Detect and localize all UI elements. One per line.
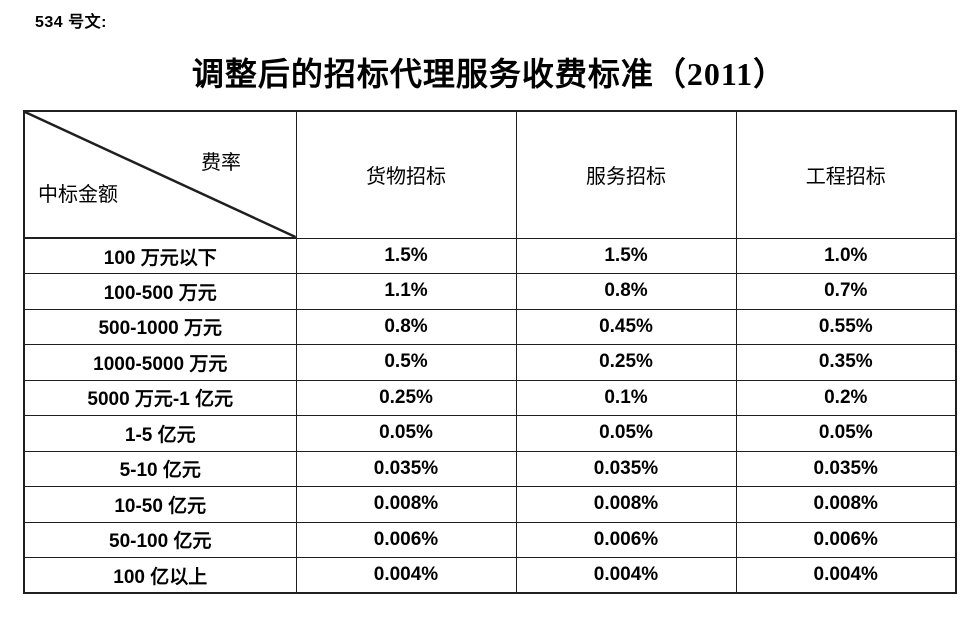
rate-cell-services: 0.006% (515, 521, 737, 558)
fee-standard-table: 费率 中标金额 货物招标 服务招标 工程招标 100 万元以下 1.5% 1.5… (23, 110, 957, 594)
table-body: 100 万元以下 1.5% 1.5% 1.0% 100-500 万元 1.1% … (23, 237, 957, 594)
amount-range-cell: 5-10 亿元 (23, 450, 297, 487)
rate-cell-goods: 1.1% (295, 273, 517, 310)
rate-cell-engineering: 0.004% (735, 557, 957, 594)
rate-cell-services: 0.008% (515, 486, 737, 523)
rate-cell-goods: 0.5% (295, 344, 517, 381)
amount-range-cell: 1-5 亿元 (23, 415, 297, 452)
rate-cell-goods: 0.004% (295, 557, 517, 594)
rate-cell-goods: 1.5% (295, 237, 517, 274)
table-row: 10-50 亿元 0.008% 0.008% 0.008% (23, 486, 957, 523)
rate-cell-engineering: 0.05% (735, 415, 957, 452)
table-row: 5000 万元-1 亿元 0.25% 0.1% 0.2% (23, 379, 957, 416)
table-row: 500-1000 万元 0.8% 0.45% 0.55% (23, 308, 957, 345)
table-row: 1000-5000 万元 0.5% 0.25% 0.35% (23, 344, 957, 381)
rate-cell-services: 0.25% (515, 344, 737, 381)
rate-cell-goods: 0.25% (295, 379, 517, 416)
rate-cell-goods: 0.006% (295, 521, 517, 558)
rate-cell-engineering: 1.0% (735, 237, 957, 274)
table-row: 100 亿以上 0.004% 0.004% 0.004% (23, 557, 957, 594)
rate-cell-services: 1.5% (515, 237, 737, 274)
rate-cell-services: 0.45% (515, 308, 737, 345)
rate-cell-engineering: 0.035% (735, 450, 957, 487)
rate-cell-services: 0.1% (515, 379, 737, 416)
diagonal-divider-line (25, 112, 295, 236)
rate-cell-engineering: 0.008% (735, 486, 957, 523)
amount-range-cell: 100 万元以下 (23, 237, 297, 274)
corner-header-cell: 费率 中标金额 (23, 110, 297, 239)
column-header-engineering-bidding: 工程招标 (735, 110, 957, 239)
rate-cell-services: 0.035% (515, 450, 737, 487)
rate-cell-engineering: 0.35% (735, 344, 957, 381)
amount-range-cell: 100-500 万元 (23, 273, 297, 310)
rate-cell-engineering: 0.006% (735, 521, 957, 558)
table-row: 100 万元以下 1.5% 1.5% 1.0% (23, 237, 957, 274)
amount-range-cell: 1000-5000 万元 (23, 344, 297, 381)
table-row: 1-5 亿元 0.05% 0.05% 0.05% (23, 415, 957, 452)
rate-cell-engineering: 0.55% (735, 308, 957, 345)
page-title: 调整后的招标代理服务收费标准（2011） (191, 56, 787, 92)
rate-cell-goods: 0.008% (295, 486, 517, 523)
rate-cell-engineering: 0.7% (735, 273, 957, 310)
rate-cell-services: 0.05% (515, 415, 737, 452)
corner-amount-label: 中标金额 (38, 184, 118, 206)
rate-cell-services: 0.004% (515, 557, 737, 594)
rate-cell-goods: 0.035% (295, 450, 517, 487)
amount-range-cell: 5000 万元-1 亿元 (23, 379, 297, 416)
rate-cell-goods: 0.05% (295, 415, 517, 452)
amount-range-cell: 500-1000 万元 (23, 308, 297, 345)
table-header-row: 费率 中标金额 货物招标 服务招标 工程招标 (23, 110, 957, 239)
rate-cell-services: 0.8% (515, 273, 737, 310)
table-row: 100-500 万元 1.1% 0.8% 0.7% (23, 273, 957, 310)
amount-range-cell: 10-50 亿元 (23, 486, 297, 523)
column-header-service-bidding: 服务招标 (515, 110, 737, 239)
amount-range-cell: 100 亿以上 (23, 557, 297, 594)
table-row: 5-10 亿元 0.035% 0.035% 0.035% (23, 450, 957, 487)
table-row: 50-100 亿元 0.006% 0.006% 0.006% (23, 521, 957, 558)
column-header-goods-bidding: 货物招标 (295, 110, 517, 239)
corner-rate-label: 费率 (201, 152, 241, 174)
amount-range-cell: 50-100 亿元 (23, 521, 297, 558)
doc-number-label: 534 号文: (35, 14, 107, 31)
rate-cell-engineering: 0.2% (735, 379, 957, 416)
rate-cell-goods: 0.8% (295, 308, 517, 345)
